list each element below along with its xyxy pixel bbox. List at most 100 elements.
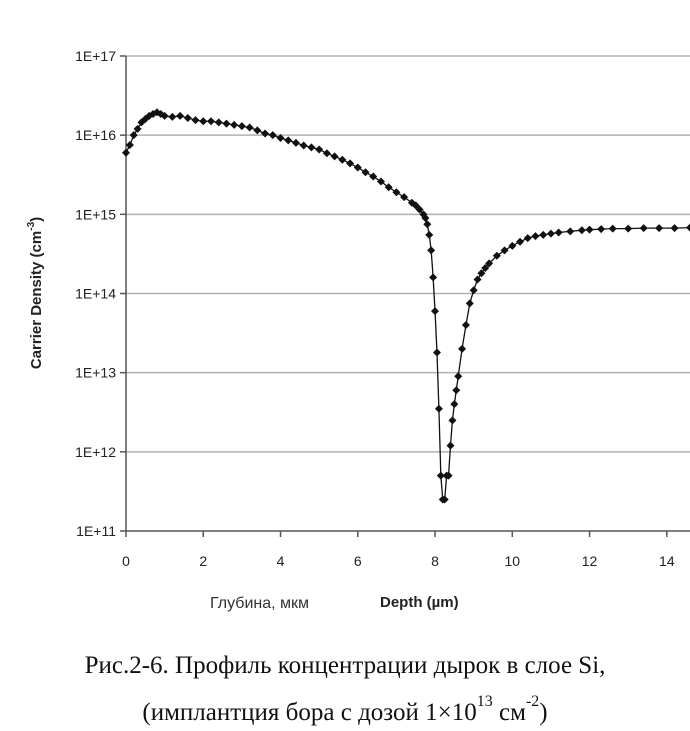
data-point <box>440 495 449 504</box>
data-point <box>655 224 664 233</box>
data-point <box>597 225 606 234</box>
data-point <box>222 119 231 128</box>
x-tick-label: 4 <box>277 553 285 569</box>
data-point <box>330 152 339 161</box>
data-point <box>434 404 443 413</box>
data-point <box>500 246 509 255</box>
data-point <box>421 213 430 222</box>
x-tick-label: 2 <box>199 553 207 569</box>
data-point <box>432 348 441 357</box>
data-point <box>384 183 393 192</box>
caption-close-paren: ) <box>539 699 548 726</box>
y-tick-label: 1E+16 <box>75 127 116 143</box>
data-series <box>122 108 690 504</box>
data-point <box>315 145 324 154</box>
data-point <box>423 220 432 229</box>
series-line <box>125 111 690 501</box>
data-point <box>523 234 532 243</box>
data-point <box>686 223 690 232</box>
data-point <box>160 111 169 120</box>
data-point <box>531 232 540 241</box>
y-tick-label: 1E+11 <box>76 523 116 539</box>
data-point <box>284 136 293 145</box>
data-point <box>299 141 308 150</box>
data-point <box>454 372 463 381</box>
x-tick-label: 6 <box>354 553 362 569</box>
x-tick-label: 10 <box>505 553 521 569</box>
data-point <box>492 251 501 260</box>
data-point <box>253 126 262 135</box>
x-tick-label: 0 <box>122 553 130 569</box>
data-point <box>670 224 679 233</box>
data-point <box>425 230 434 239</box>
y-axis-label: Carrier Density (cm-3) <box>26 217 45 369</box>
data-point <box>338 155 347 164</box>
data-point <box>554 228 563 237</box>
data-point <box>276 134 285 143</box>
data-point <box>566 227 575 236</box>
data-point <box>199 117 208 126</box>
data-point <box>125 141 134 150</box>
data-point <box>469 286 478 295</box>
carrier-density-chart: 1E+11 1E+12 1E+13 1E+14 1E+15 1E+16 1E+17 0 2 4 6… <box>26 48 690 612</box>
data-point <box>516 237 525 246</box>
y-tick-label: 1E+12 <box>75 444 116 460</box>
data-point <box>168 112 177 121</box>
data-point <box>411 201 420 210</box>
caption-unit: см <box>492 699 526 726</box>
data-point <box>639 224 648 233</box>
data-point <box>183 113 192 122</box>
data-point <box>546 229 555 238</box>
data-point <box>322 149 331 158</box>
data-point <box>376 177 385 186</box>
data-point <box>508 241 517 250</box>
data-point <box>245 123 254 132</box>
data-point <box>176 111 185 120</box>
y-tick-label: 1E+17 <box>75 48 116 64</box>
data-point <box>261 129 270 138</box>
data-point <box>450 400 459 409</box>
data-point <box>415 205 424 214</box>
data-point <box>307 143 316 152</box>
caption-line-2: (имплантция бора с дозой 1×1013 см-2) <box>0 684 690 731</box>
data-point <box>400 193 409 202</box>
data-point <box>369 172 378 181</box>
data-point <box>230 120 239 129</box>
data-point <box>191 116 200 125</box>
data-point <box>452 386 461 395</box>
data-point <box>577 226 586 235</box>
data-point <box>214 118 223 127</box>
data-point <box>429 273 438 282</box>
caption-line-2-text: (имплантция бора с дозой 1×10 <box>142 699 477 726</box>
caption-exponent-dose: 13 <box>476 693 493 710</box>
data-point <box>346 159 355 168</box>
data-point <box>237 122 246 131</box>
data-point <box>608 224 617 233</box>
y-axis-label-text: Carrier Density (cm <box>28 231 45 369</box>
data-point <box>436 471 445 480</box>
data-point <box>268 131 277 140</box>
y-tick-label: 1E+14 <box>75 286 116 302</box>
data-point <box>206 117 215 126</box>
y-axis-label-suffix: ) <box>28 217 45 222</box>
grid-lines <box>126 55 690 453</box>
data-point <box>431 307 440 316</box>
y-axis-label-exponent: -3 <box>26 221 37 230</box>
data-point <box>133 124 142 133</box>
y-tick-label: 1E+15 <box>75 206 116 222</box>
data-point <box>485 259 494 268</box>
data-point <box>539 230 548 239</box>
data-point <box>446 441 455 450</box>
y-tick-labels: 1E+11 1E+12 1E+13 1E+14 1E+15 1E+16 1E+17 <box>75 48 116 539</box>
caption-exponent-unit: -2 <box>525 693 540 710</box>
data-point <box>458 344 467 353</box>
data-point <box>481 263 490 272</box>
data-point <box>427 246 436 255</box>
data-point <box>585 225 594 234</box>
data-point <box>461 321 470 330</box>
data-point <box>129 131 138 140</box>
data-point <box>624 224 633 233</box>
x-tick-label: 12 <box>582 553 598 569</box>
x-tick-label: 8 <box>431 553 439 569</box>
data-point <box>361 168 370 177</box>
